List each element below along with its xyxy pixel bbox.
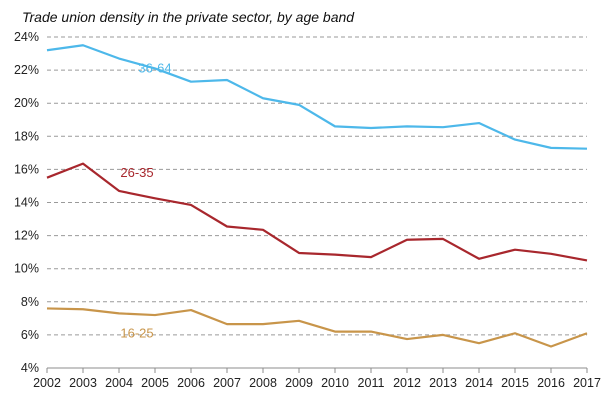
y-tick-label: 8%	[21, 295, 39, 309]
chart-title: Trade union density in the private secto…	[22, 9, 355, 25]
x-tick-label: 2014	[465, 376, 493, 390]
x-tick-label: 2010	[321, 376, 349, 390]
y-tick-label: 4%	[21, 361, 39, 375]
x-tick-label: 2009	[285, 376, 313, 390]
x-tick-label: 2012	[393, 376, 421, 390]
y-tick-label: 12%	[14, 229, 39, 243]
y-tick-label: 18%	[14, 129, 39, 143]
x-tick-label: 2008	[249, 376, 277, 390]
series-line-26-35	[46, 162, 588, 262]
x-tick-label: 2003	[69, 376, 97, 390]
x-tick-label: 2006	[177, 376, 205, 390]
series-label-26-35: 26-35	[120, 165, 153, 180]
series-line-16-25	[46, 307, 588, 348]
x-tick-label: 2007	[213, 376, 241, 390]
y-tick-label: 20%	[14, 96, 39, 110]
x-tick-label: 2005	[141, 376, 169, 390]
x-tick-label: 2015	[501, 376, 529, 390]
series-line-36-64	[46, 44, 588, 150]
series-label-36-64: 36-64	[138, 60, 171, 75]
series-label-16-25: 16-25	[120, 325, 153, 340]
x-tick-label: 2004	[105, 376, 133, 390]
y-tick-label: 6%	[21, 328, 39, 342]
x-tick-label: 2016	[537, 376, 565, 390]
y-tick-label: 24%	[14, 30, 39, 44]
x-tick-label: 2017	[573, 376, 601, 390]
y-tick-label: 22%	[14, 63, 39, 77]
y-tick-label: 16%	[14, 162, 39, 176]
x-tick-label: 2002	[33, 376, 61, 390]
y-tick-label: 10%	[14, 262, 39, 276]
x-tick-label: 2013	[429, 376, 457, 390]
y-tick-label: 14%	[14, 196, 39, 210]
x-tick-label: 2011	[358, 376, 385, 390]
